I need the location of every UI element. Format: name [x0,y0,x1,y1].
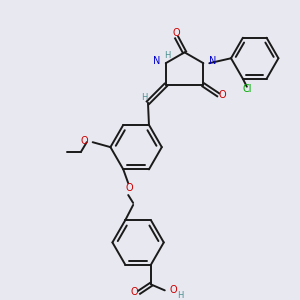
Text: O: O [130,287,138,297]
Text: O: O [218,90,226,100]
Text: O: O [80,136,88,146]
Text: H: H [141,93,147,102]
Text: O: O [170,285,177,296]
Text: N: N [209,56,217,66]
Text: O: O [125,183,133,193]
Text: N: N [153,56,161,66]
Text: O: O [173,28,181,38]
Text: H: H [164,51,171,60]
Text: Cl: Cl [242,84,252,94]
Text: H: H [178,291,184,300]
